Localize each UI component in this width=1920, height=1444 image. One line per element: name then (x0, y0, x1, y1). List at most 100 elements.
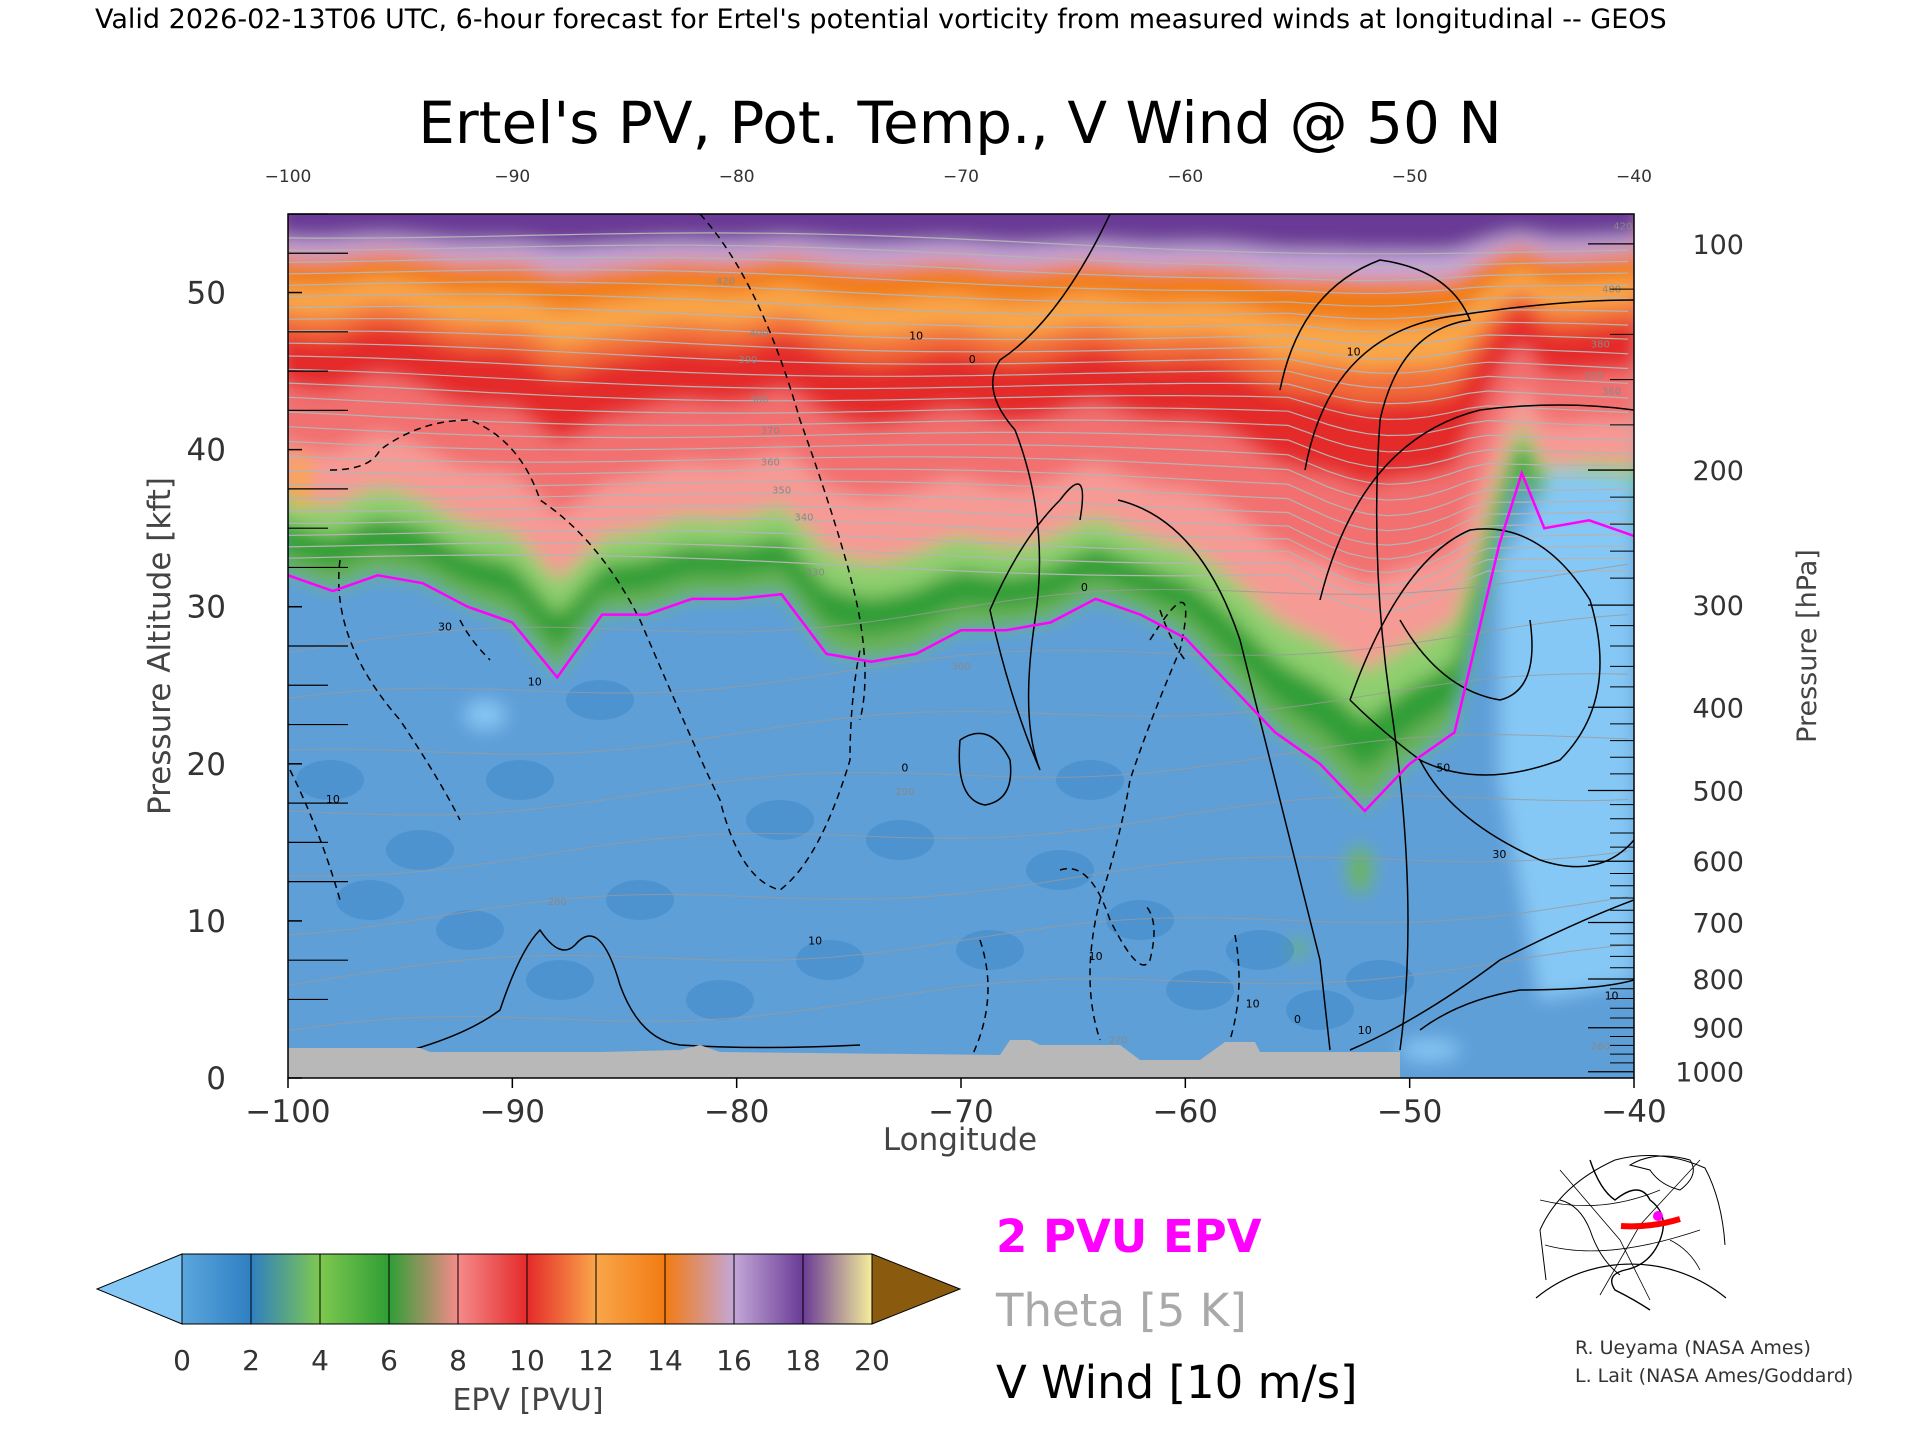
theta-contour-label: 400 (750, 329, 769, 340)
colorbar-tick-label: 16 (716, 1344, 752, 1377)
colorbar-tick-label: 6 (380, 1344, 398, 1377)
theta-contour-line (288, 563, 1629, 654)
colorbar-segment (389, 1254, 458, 1324)
pressure-tick-label: 400 (1692, 693, 1744, 724)
theta-contour-label: 340 (794, 512, 813, 523)
pressure-tick-label: 300 (1692, 591, 1744, 622)
theta-contour-label: 290 (895, 787, 914, 798)
v-wind-contour-label: 10 (1347, 345, 1361, 358)
x-top-tick-label: −80 (719, 167, 755, 187)
colorbar-under-arrow (95, 1253, 183, 1325)
legend-theta-label: Theta [5 K] (995, 1284, 1247, 1337)
epv-texture-spot (1286, 990, 1354, 1030)
colorbar-label: EPV [PVU] (452, 1383, 603, 1418)
contour-labels: 10 30 10 10 0 0 0 10 50 30 10 10 10 10 0 10 420 400 390 380… (326, 222, 1632, 1053)
theta-contour-line (288, 342, 1629, 374)
theta-contour-label: 270 (1108, 1035, 1127, 1046)
theta-contour-label: 370 (761, 426, 780, 437)
v-wind-contour-label: 10 (1246, 997, 1260, 1010)
terrain-mask (288, 1040, 1400, 1078)
epv-texture-spot (1346, 960, 1414, 1000)
epv-texture-spot (1226, 930, 1294, 970)
theta-contour-line (288, 396, 1629, 437)
x-tick-label: −100 (245, 1094, 330, 1130)
colorbar-segment (320, 1254, 389, 1324)
y-axis-left: 0 10 20 30 40 50 (187, 213, 348, 1097)
theta-contour-line (288, 368, 1629, 405)
valid-time-header: Valid 2026-02-13T06 UTC, 6-hour forecast… (95, 4, 1667, 35)
v-wind-contour-line (338, 559, 461, 821)
colorbar-segment (596, 1254, 665, 1324)
colorbar-tick-label: 0 (173, 1344, 191, 1377)
v-wind-contour-label: 10 (528, 675, 542, 688)
legend-vwind-label: V Wind [10 m/s] (996, 1356, 1358, 1409)
epv-texture-spot (746, 800, 814, 840)
v-wind-contour-line (969, 939, 989, 1061)
x-top-tick-label: −70 (943, 167, 979, 187)
y-axis-right: 1000 900 800 700 600 500 400 300 200 100 (1588, 230, 1744, 1089)
colorbar-segment (182, 1254, 251, 1324)
colorbar-tick-label: 20 (854, 1344, 890, 1377)
theta-contour-line (288, 305, 1629, 333)
v-wind-contour-line (329, 419, 861, 891)
theta-contour-line (288, 382, 1629, 421)
v-wind-contour-line (1229, 934, 1240, 1041)
theta-contour-line (288, 944, 1629, 1032)
pressure-tick-label: 500 (1692, 777, 1744, 808)
epv-texture-spot (796, 940, 864, 980)
epv-high-pv-blob (1288, 938, 1308, 958)
theta-contour-line (288, 411, 1629, 453)
epv-lowpv-patch (1400, 1040, 1460, 1060)
theta-contour-line (288, 734, 1629, 816)
v-wind-contour-line (1089, 601, 1187, 1041)
colorbar: 0 2 4 6 8 10 12 14 16 18 20 (95, 1253, 962, 1377)
theta-contour-line (288, 541, 1629, 600)
x-tick-label: −50 (1377, 1094, 1442, 1130)
epv-high-pv-blob (1346, 844, 1374, 896)
theta-contour-line (288, 232, 1629, 255)
epv-texture-spot (866, 820, 934, 860)
v-wind-contour-label: 0 (1294, 1013, 1301, 1026)
v-wind-contour-line (1279, 259, 1472, 1051)
epv-band-17pvu (288, 214, 1634, 253)
x-axis-top: −100 −90 −80 −70 −60 −50 −40 (265, 167, 1652, 187)
v-wind-contour-line (958, 732, 1012, 806)
x-axis-label: Longitude (883, 1122, 1037, 1158)
v-wind-contour-label: 10 (808, 934, 822, 947)
pressure-tick-label: 700 (1692, 908, 1744, 939)
legend-epv-label: 2 PVU EPV (996, 1210, 1262, 1263)
v-wind-contour-label: 0 (1081, 581, 1088, 594)
theta-contour-line (288, 554, 1629, 612)
y-tick-label: 20 (187, 747, 226, 783)
y-tick-label: 50 (187, 276, 226, 312)
theta-contour-label: 390 (738, 355, 757, 366)
pressure-tick-label: 600 (1692, 847, 1744, 878)
x-top-tick-label: −40 (1616, 167, 1652, 187)
credit-line-2: L. Lait (NASA Ames/Goddard) (1575, 1365, 1853, 1387)
theta-contour-line (288, 850, 1629, 936)
pressure-tick-label: 900 (1692, 1014, 1744, 1045)
theta-contour-label: 420 (1613, 222, 1632, 233)
colorbar-frame (181, 1253, 873, 1325)
v-wind-contour-line (289, 769, 341, 901)
colorbar-segment (458, 1254, 527, 1324)
locator-track (1620, 1216, 1681, 1230)
epv-texture-spot (1056, 760, 1124, 800)
y-axis-right-label: Pressure [hPa] (1792, 549, 1823, 743)
colorbar-tick-label: 8 (449, 1344, 467, 1377)
theta-contour-line (288, 505, 1629, 560)
epv-lowpv-patch (465, 701, 505, 729)
v-wind-contour-label: 10 (1089, 950, 1103, 963)
epv-texture-spot (686, 980, 754, 1020)
plot-area: 10 30 10 10 0 0 0 10 50 30 10 10 10 10 0 10 420 400 390 380… (288, 214, 1634, 1078)
x-tick-label: −80 (704, 1094, 769, 1130)
v-wind-contour-line (1419, 979, 1634, 1031)
epv-high-pv-blob (288, 452, 312, 508)
credit-line-1: R. Ueyama (NASA Ames) (1575, 1337, 1811, 1359)
v-wind-contour-line (1349, 899, 1634, 1051)
v-wind-contour-label: 10 (1605, 989, 1619, 1002)
colorbar-tick-label: 4 (311, 1344, 329, 1377)
y-tick-label: 40 (187, 433, 226, 469)
theta-contour-label: 280 (548, 897, 567, 908)
